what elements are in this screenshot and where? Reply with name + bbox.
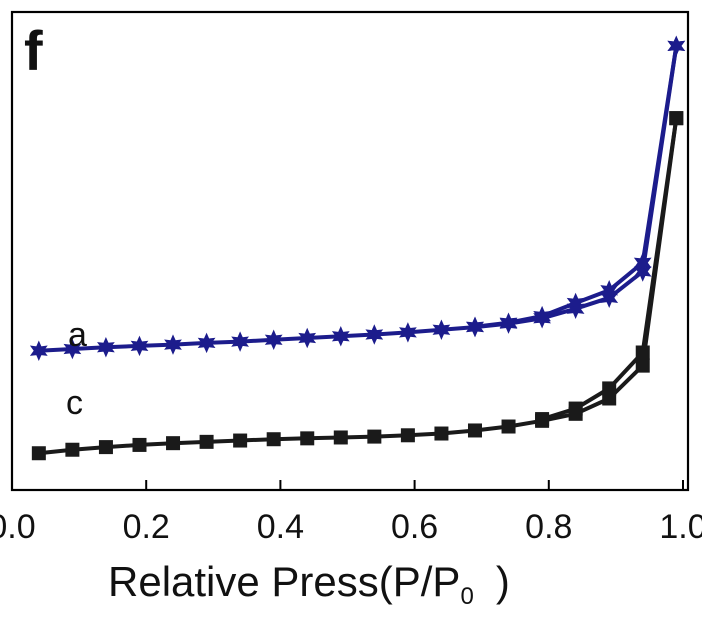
series-a-point bbox=[432, 319, 451, 340]
series-a-point bbox=[399, 322, 417, 343]
series-c-point bbox=[602, 381, 617, 396]
series-c-point bbox=[31, 446, 46, 461]
series-label-a: a bbox=[68, 316, 87, 354]
series-a-point bbox=[63, 338, 82, 360]
series-a-point bbox=[298, 327, 317, 349]
x-axis-label-suffix: ) bbox=[496, 558, 510, 605]
x-tick-label: 1.0 bbox=[659, 508, 702, 546]
series-c-point bbox=[367, 429, 382, 444]
series-c-point bbox=[199, 434, 214, 449]
series-a-point bbox=[264, 329, 283, 351]
series-c-point bbox=[635, 345, 650, 360]
panel-label: f bbox=[24, 19, 43, 82]
series-a-point bbox=[29, 340, 48, 361]
series-a-point bbox=[331, 326, 350, 347]
series-c-point bbox=[535, 412, 550, 427]
series-c-point bbox=[333, 430, 348, 445]
series-a-point bbox=[97, 336, 115, 358]
series-c-point bbox=[434, 426, 449, 441]
series-label-c: c bbox=[66, 384, 83, 422]
series-a-point bbox=[466, 316, 484, 337]
x-tick-label: 0.0 bbox=[0, 508, 36, 546]
series-a-point bbox=[231, 331, 249, 352]
x-tick-label: 0.2 bbox=[123, 508, 170, 546]
series-a-point bbox=[600, 280, 619, 301]
series-a-point bbox=[197, 332, 216, 354]
series-c-point bbox=[132, 437, 147, 452]
series-a bbox=[29, 35, 686, 361]
series-a-point bbox=[667, 35, 686, 57]
x-tick-label: 0.4 bbox=[257, 508, 304, 546]
series-c-point bbox=[669, 111, 684, 126]
x-tick-label: 0.8 bbox=[525, 508, 572, 546]
series-a-point bbox=[365, 324, 384, 345]
x-axis-label-subscript: 0 bbox=[460, 583, 473, 610]
series-a-point bbox=[633, 252, 652, 273]
x-axis-label: Relative Press(P/P0) bbox=[108, 558, 510, 610]
series-c-point bbox=[300, 431, 315, 446]
x-axis-label-main: Relative Press(P/P bbox=[108, 558, 460, 605]
series-group bbox=[29, 35, 686, 461]
series-c-point bbox=[501, 419, 516, 434]
series-c-point bbox=[266, 432, 281, 447]
series-a-point bbox=[130, 335, 149, 357]
series-c-point bbox=[467, 423, 482, 438]
series-c-point bbox=[568, 401, 583, 416]
series-c bbox=[31, 111, 684, 461]
series-a-desorption-line bbox=[474, 45, 679, 329]
x-tick-label: 0.6 bbox=[391, 508, 438, 546]
series-c-point bbox=[65, 442, 80, 457]
labels: f a c Relative Press(P/P0) bbox=[24, 19, 510, 610]
series-a-point bbox=[164, 334, 182, 355]
series-a-point bbox=[533, 305, 551, 327]
plot-frame bbox=[10, 10, 690, 492]
axes bbox=[10, 10, 690, 492]
x-ticks: 0.0 0.2 0.4 0.6 0.8 1.0 bbox=[0, 480, 702, 546]
series-a-point bbox=[499, 312, 518, 333]
series-a-point bbox=[566, 292, 585, 314]
series-c-point bbox=[166, 436, 181, 451]
series-c-point bbox=[98, 440, 113, 455]
series-c-point bbox=[400, 428, 415, 443]
series-c-point bbox=[635, 358, 650, 373]
series-c-point bbox=[233, 433, 248, 448]
